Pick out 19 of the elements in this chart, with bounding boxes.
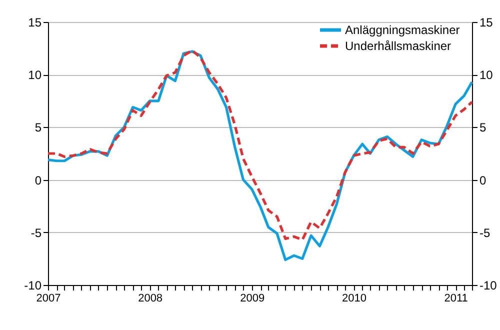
x-tick-label: 2010 [342,292,366,304]
x-tick-label: 2011 [444,292,468,304]
legend-label: Underhållsmaskiner [345,39,452,53]
y-tick-label: 0 [34,173,42,188]
y2-tick-label: 15 [480,16,494,30]
y2-tick-label: -10 [480,278,498,292]
y-tick-label: 15 [28,16,42,30]
y-tick-label: -5 [30,226,42,240]
legend-label: Anläggningsmaskiner [345,23,460,37]
y-tick-label: 10 [28,68,42,82]
y2-tick-label: -5 [480,226,490,240]
y-tick-label: -10 [24,278,42,292]
y2-tick-label: 5 [480,120,486,135]
x-tick-label: 2007 [36,292,61,304]
x-tick-label: 2008 [138,292,163,304]
y2-tick-label: 10 [480,68,494,82]
x-tick-label: 2009 [240,292,265,304]
y2-tick-label: 0 [480,173,486,188]
y-tick-label: 5 [34,120,42,135]
